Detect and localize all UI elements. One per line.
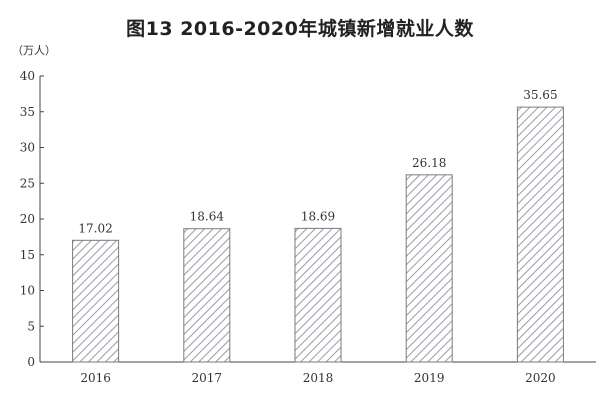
bar-2018 bbox=[294, 227, 342, 363]
data-label-2018: 18.69 bbox=[301, 209, 335, 223]
x-tick-label-2017: 2017 bbox=[192, 371, 223, 385]
bar-2019 bbox=[405, 174, 453, 363]
y-tick-label: 0 bbox=[27, 355, 35, 369]
y-axis-unit-label: （万人） bbox=[12, 44, 56, 57]
x-tick-label-2019: 2019 bbox=[414, 371, 445, 385]
y-tick-label: 15 bbox=[20, 248, 35, 262]
data-label-2020: 35.65 bbox=[523, 88, 557, 102]
y-tick-label: 5 bbox=[27, 319, 35, 333]
data-label-2019: 26.18 bbox=[412, 156, 446, 170]
x-tick-label-2018: 2018 bbox=[303, 371, 334, 385]
y-tick-label: 20 bbox=[20, 212, 35, 226]
y-tick-label: 40 bbox=[20, 69, 35, 83]
data-label-2017: 18.64 bbox=[190, 210, 225, 224]
bar-2017 bbox=[183, 228, 231, 363]
y-tick-label: 10 bbox=[20, 284, 35, 298]
x-tick-label-2020: 2020 bbox=[525, 371, 556, 385]
x-tick-label-2016: 2016 bbox=[80, 371, 111, 385]
chart-title: 图13 2016-2020年城镇新增就业人数 bbox=[126, 18, 474, 40]
y-tick-label: 30 bbox=[20, 141, 35, 155]
y-tick-label: 25 bbox=[20, 176, 35, 190]
data-label-2016: 17.02 bbox=[78, 221, 112, 235]
bar-2020 bbox=[516, 106, 564, 363]
bar-2016 bbox=[72, 239, 120, 363]
y-tick-label: 35 bbox=[20, 105, 35, 119]
